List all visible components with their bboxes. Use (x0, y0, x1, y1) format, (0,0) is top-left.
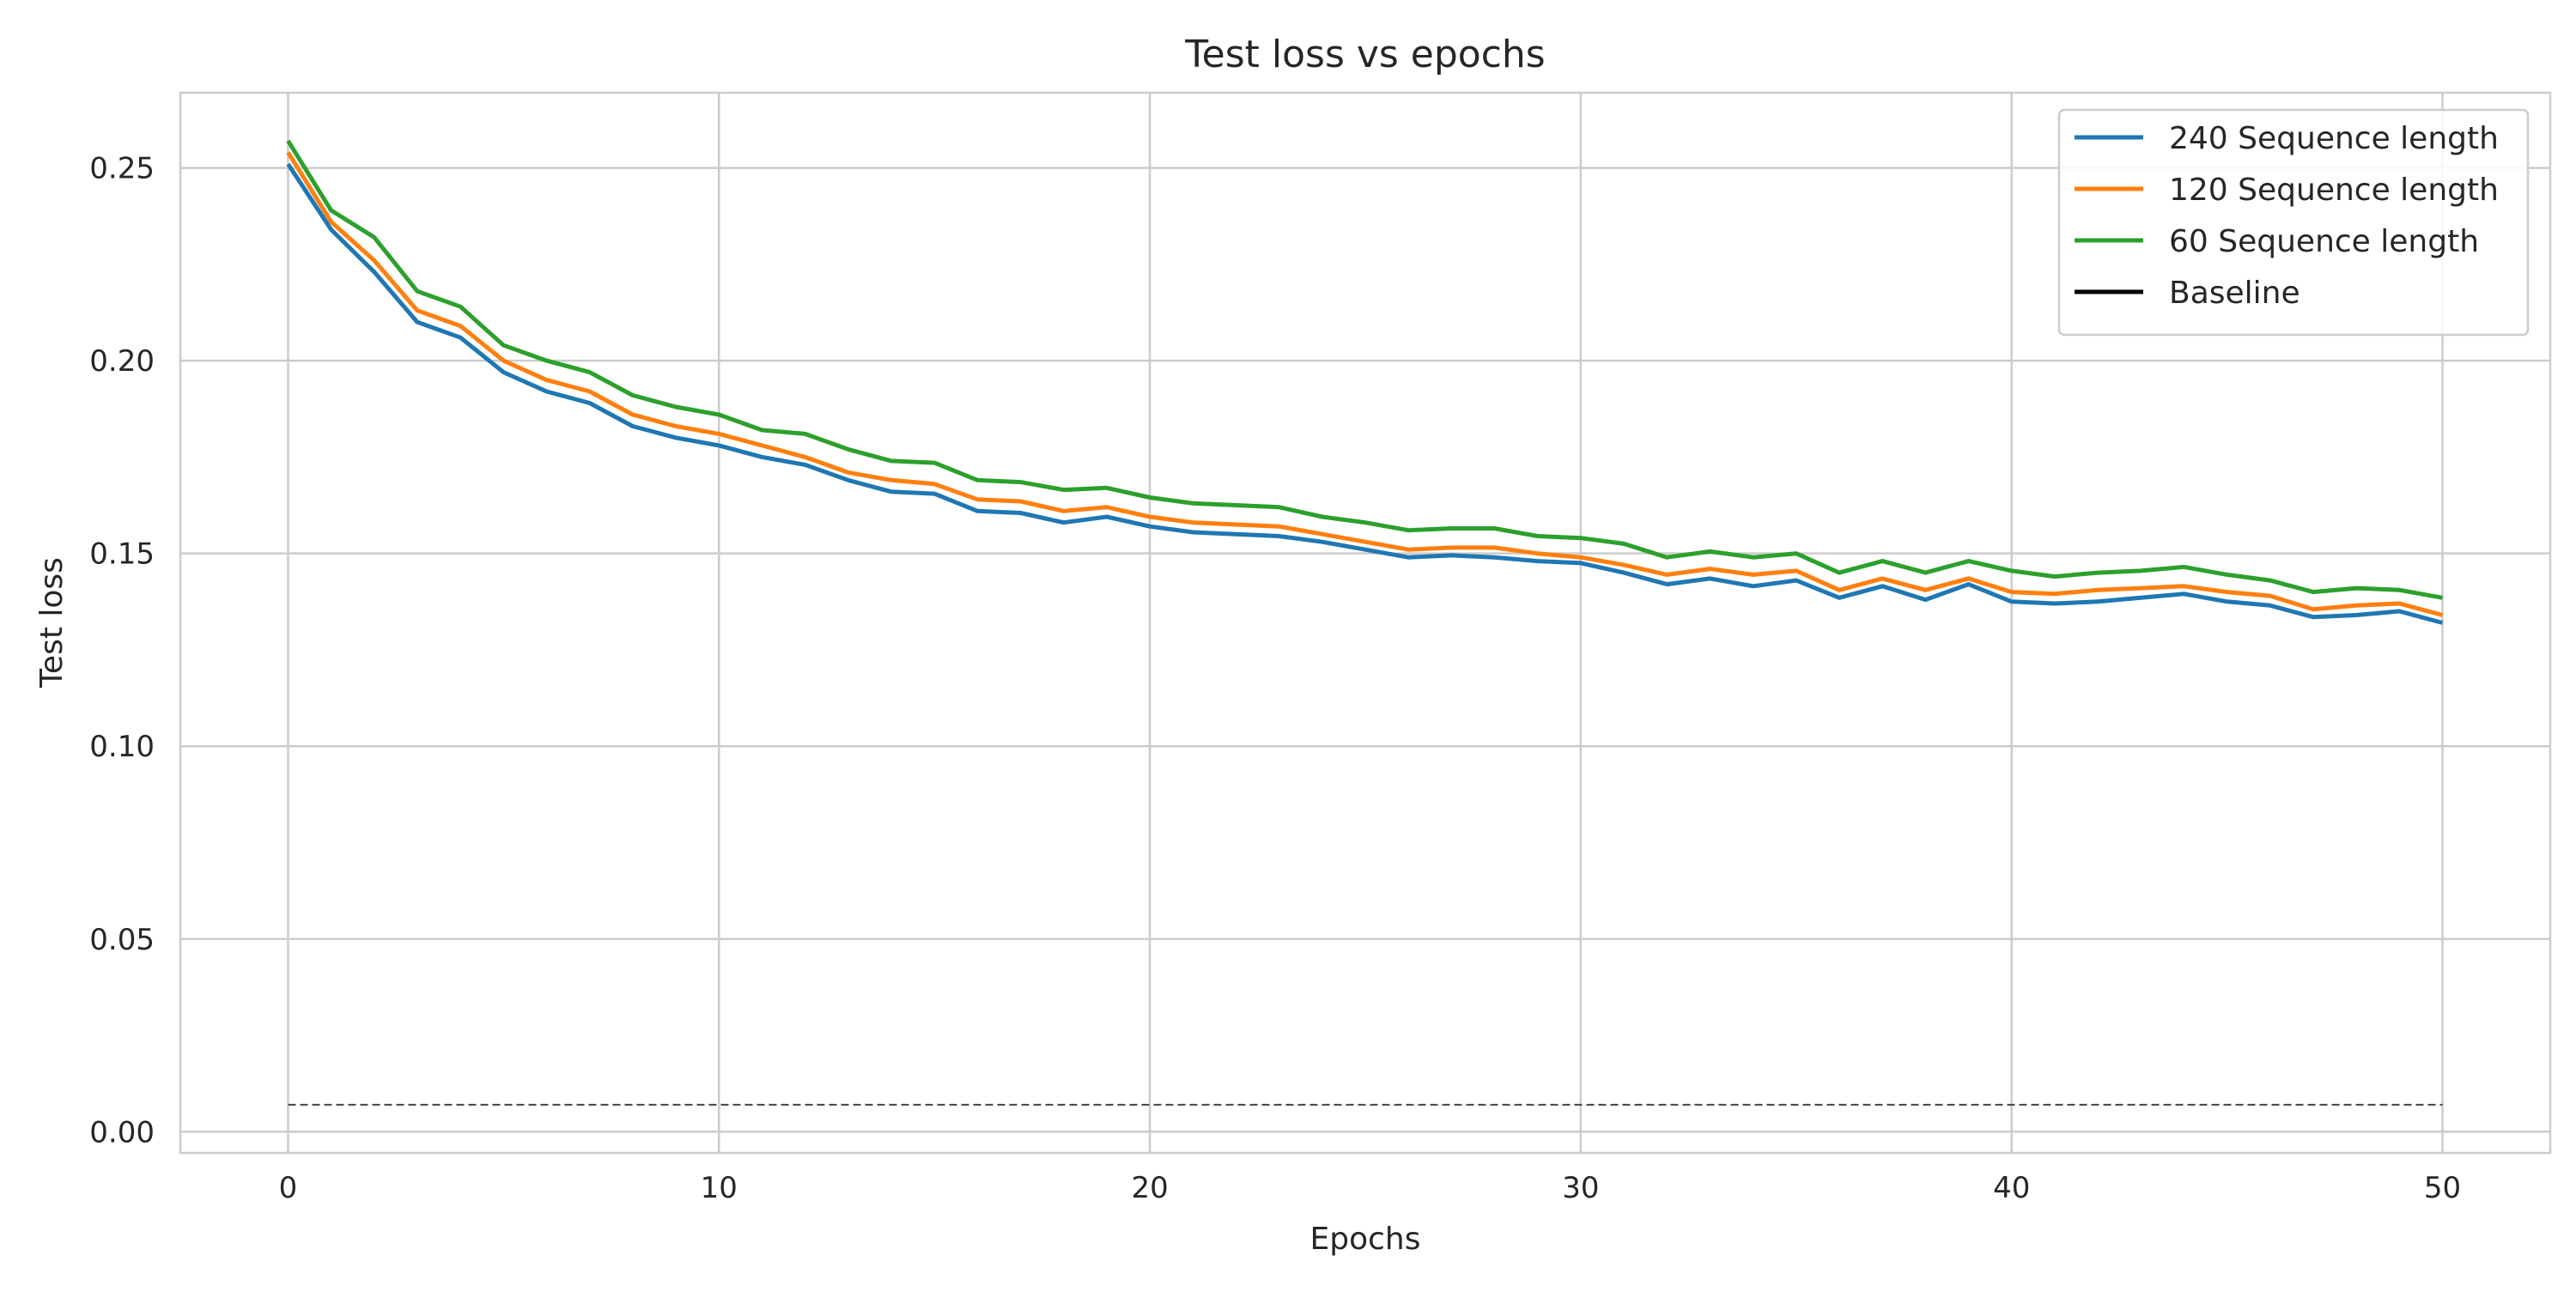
series-line-1 (286, 151, 2444, 617)
legend-label: Baseline (2169, 276, 2300, 311)
series-lines (286, 139, 2444, 1106)
y-tick-label: 0.15 (89, 537, 155, 572)
legend-label: 240 Sequence length (2169, 121, 2499, 156)
y-tick-label: 0.20 (89, 344, 155, 379)
tick-labels: 0 10 20 30 40 50 0.00 0.05 0.10 0.15 0.20 0.25 (89, 152, 2461, 1205)
y-tick-label: 0.25 (89, 152, 155, 186)
legend-label: 120 Sequence length (2169, 173, 2499, 208)
x-tick-label: 20 (1131, 1171, 1168, 1205)
x-tick-label: 50 (2424, 1171, 2461, 1205)
y-tick-label: 0.00 (89, 1115, 155, 1149)
legend-box (2057, 108, 2530, 337)
legend: 240 Sequence length 120 Sequence length 60… (2057, 108, 2530, 337)
y-axis-label: Test loss (34, 557, 70, 688)
legend-label: 60 Sequence length (2169, 224, 2479, 259)
y-tick-label: 0.10 (89, 730, 155, 764)
plot-frame (179, 91, 2552, 1155)
x-tick-label: 10 (701, 1171, 738, 1205)
grid (180, 93, 2550, 1153)
series-line-2 (286, 139, 2443, 600)
chart-title: Test loss vs epochs (1184, 33, 1545, 76)
y-tick-label: 0.05 (89, 923, 155, 957)
series-line-0 (286, 162, 2444, 625)
x-axis-label: Epochs (1310, 1222, 1421, 1257)
x-tick-label: 0 (279, 1171, 298, 1205)
x-tick-label: 30 (1562, 1171, 1599, 1205)
x-tick-label: 40 (1993, 1171, 2030, 1205)
